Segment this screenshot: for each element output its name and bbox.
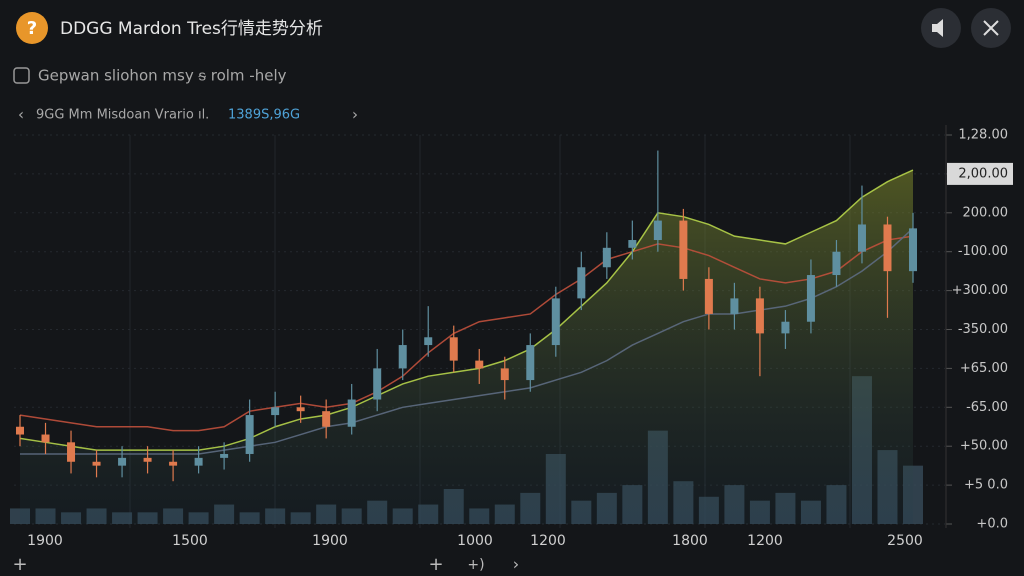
x-tick-label: 1200 xyxy=(530,533,566,549)
candle-body xyxy=(143,457,152,462)
candle-body xyxy=(679,220,688,279)
candle-body xyxy=(118,457,127,466)
candle-body xyxy=(526,345,535,381)
candle-body xyxy=(704,278,713,314)
candle-body xyxy=(781,321,790,334)
candle-body xyxy=(602,247,611,268)
candle-body xyxy=(909,228,917,272)
candle-body xyxy=(296,407,305,412)
title: DDGG Mardon Tres行情走势分析 xyxy=(60,19,323,39)
candle-body xyxy=(271,407,280,416)
candle-body xyxy=(755,298,764,334)
moving-average-line xyxy=(19,169,914,451)
candle-body xyxy=(245,415,254,454)
candle-body xyxy=(424,337,433,346)
y-tick-label: 1,28.00 xyxy=(958,128,1008,143)
candle-body xyxy=(475,360,484,369)
x-tick-label: 1500 xyxy=(172,533,208,549)
candle-body xyxy=(653,220,662,241)
x-tick-label: 1200 xyxy=(747,533,783,549)
y-tick-label: +5 0.0 xyxy=(964,478,1008,493)
candle-body xyxy=(220,453,229,458)
y-tick-label: +300.00 xyxy=(952,283,1008,298)
candle-body xyxy=(67,442,76,462)
area xyxy=(20,170,913,524)
candle-body xyxy=(449,337,458,361)
y-tick-label: 2,00.00 xyxy=(958,166,1008,181)
next-button[interactable]: › xyxy=(352,106,358,124)
x-tick-label: 1000 xyxy=(457,533,493,549)
candle-body xyxy=(832,251,841,276)
candle-body xyxy=(16,426,24,435)
moving-average-line xyxy=(20,227,914,455)
add-button[interactable]: + xyxy=(12,554,27,575)
y-tick-label: +0.0 xyxy=(976,517,1008,532)
ticker-price: 1389S,96G xyxy=(228,108,300,123)
forward-button[interactable]: › xyxy=(513,555,519,574)
candle-body xyxy=(41,434,50,443)
candle-body xyxy=(169,461,178,466)
prev-button[interactable]: ‹ xyxy=(18,106,24,124)
app-icon-glyph: ? xyxy=(27,18,37,39)
candle-body xyxy=(398,345,407,369)
moving-average-line xyxy=(19,235,914,432)
x-tick-label: 2500 xyxy=(887,533,923,549)
candle-body xyxy=(577,267,586,299)
subtitle: Gepwan sliohon msy ᵴ rolm -hely xyxy=(38,67,287,85)
candle-body xyxy=(322,411,331,427)
ticker-name: 9GG Mm Misdoan Vrario ıl. xyxy=(36,108,209,123)
candle-body xyxy=(628,240,637,248)
candle-body xyxy=(857,224,866,252)
x-tick-label: 1900 xyxy=(312,533,348,549)
price-marker xyxy=(947,162,1013,185)
y-tick-label: +50.00 xyxy=(960,439,1008,454)
candle-body xyxy=(194,457,203,466)
candle-body xyxy=(883,224,892,272)
x-tick-label: 1800 xyxy=(672,533,708,549)
checkbox[interactable] xyxy=(13,67,30,84)
y-tick-label: -65.00 xyxy=(966,400,1008,415)
sound-icon xyxy=(932,19,943,37)
x-tick-label: 1900 xyxy=(27,533,63,549)
candle-body xyxy=(551,298,560,346)
candle-body xyxy=(500,368,509,381)
y-tick-label: -100.00 xyxy=(958,244,1008,259)
candle-body xyxy=(730,298,739,314)
candle-body xyxy=(92,461,101,466)
candle-body xyxy=(347,399,356,427)
y-tick-label: 200.00 xyxy=(963,205,1009,220)
app-icon xyxy=(16,12,48,44)
candle-body xyxy=(373,368,382,400)
y-tick-label: -350.00 xyxy=(958,322,1008,337)
candle-body xyxy=(806,275,815,322)
plot: 1,28.00 2,00.00 200.00 -100.00 +300.00 -350.0… xyxy=(10,125,1013,549)
close-icon xyxy=(983,20,999,36)
zoom-button[interactable]: + xyxy=(428,554,443,575)
y-tick-label: +65.00 xyxy=(960,361,1008,376)
volume-button[interactable]: +) xyxy=(467,557,484,573)
